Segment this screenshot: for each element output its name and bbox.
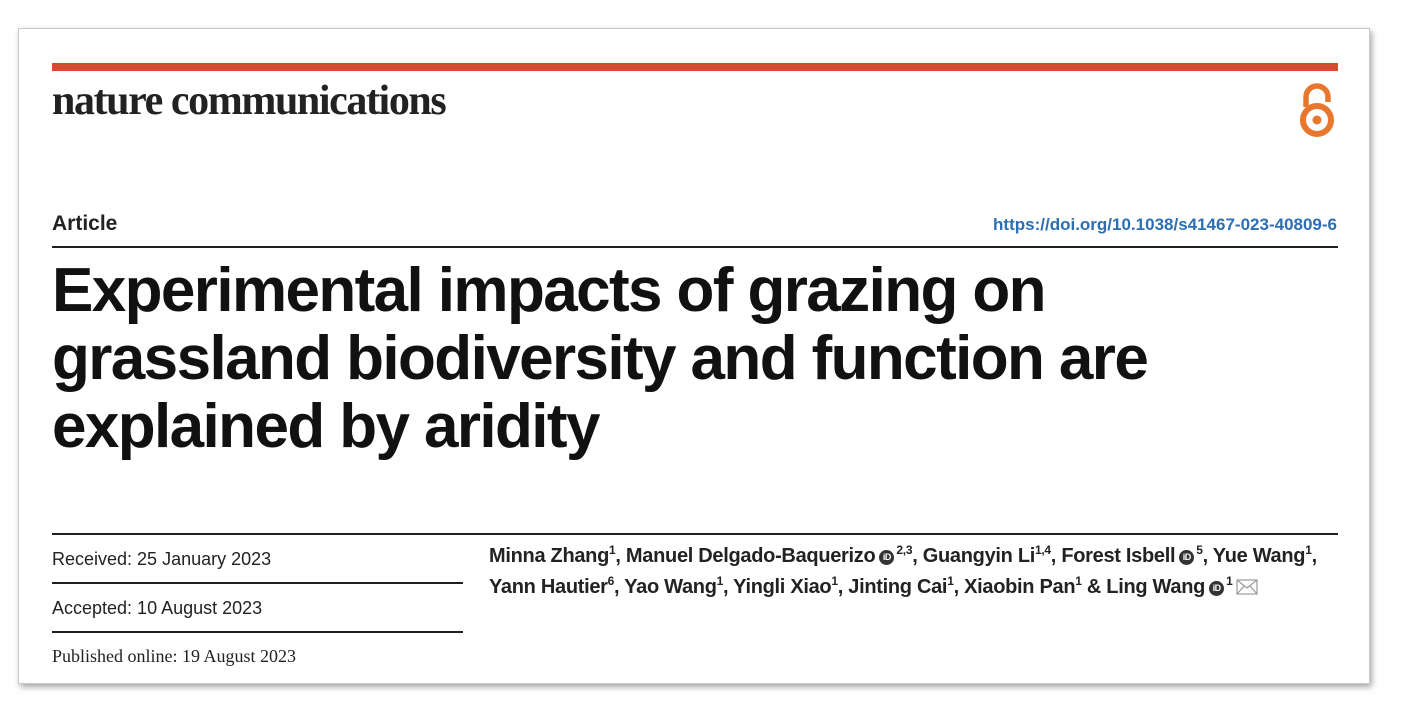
title-line: grassland biodiversity and function are [52, 324, 1149, 393]
author-name[interactable]: Jinting Cai [848, 576, 948, 598]
mail-icon[interactable] [1236, 579, 1259, 595]
author-affiliation: 1 [609, 543, 616, 557]
author-separator: , [953, 576, 965, 598]
author-affiliation: 2,3 [896, 543, 913, 557]
author-separator: , [912, 545, 923, 567]
author-name[interactable]: Ling Wang [1106, 576, 1206, 598]
author-affiliation: 1 [1075, 574, 1082, 588]
author-list: Minna Zhang1, Manuel Delgado-Baquerizo iD… [489, 541, 1339, 603]
orcid-icon[interactable]: iD [1209, 581, 1225, 596]
author-affiliation: 1 [1226, 574, 1233, 588]
author-name[interactable]: Yingli Xiao [733, 576, 832, 598]
author-affiliation: 5 [1196, 543, 1203, 557]
header-divider [52, 246, 1338, 248]
author-name[interactable]: Yann Hautier [489, 576, 608, 598]
article-title: Experimental impacts of grazing on grass… [52, 257, 1312, 461]
author-affiliation: 1 [831, 574, 838, 588]
received-date: Received: 25 January 2023 [52, 535, 463, 584]
title-line: Experimental impacts of grazing on [52, 256, 1047, 325]
author-separator: , [1050, 545, 1062, 567]
journal-name: nature communications [52, 78, 447, 124]
author-name[interactable]: Forest Isbell [1061, 545, 1176, 567]
author-separator: , [1202, 545, 1213, 567]
journal-accent-bar [52, 63, 1338, 71]
author-affiliation: 6 [607, 574, 615, 588]
author-separator: , [615, 545, 626, 567]
orcid-icon[interactable]: iD [1179, 550, 1195, 565]
open-access-icon [1300, 83, 1334, 137]
published-date: Published online: 19 August 2023 [52, 646, 297, 666]
dates-panel: Received: 25 January 2023 Accepted: 10 A… [52, 535, 463, 682]
orcid-icon[interactable]: iD [879, 550, 895, 565]
article-page: nature communications Article https://do… [18, 28, 1370, 684]
author-name[interactable]: Guangyin Li [922, 545, 1036, 567]
author-separator: , [614, 576, 625, 598]
author-affiliation: 1 [947, 574, 954, 588]
doi-link[interactable]: https://doi.org/10.1038/s41467-023-40809… [993, 215, 1337, 234]
article-type: Article [52, 212, 118, 235]
author-name[interactable]: Manuel Delgado-Baquerizo [625, 545, 876, 567]
author-separator: , [723, 576, 734, 598]
title-line: explained by aridity [52, 392, 600, 461]
author-separator: & [1081, 576, 1107, 598]
author-name[interactable]: Xiaobin Pan [964, 576, 1076, 598]
author-separator: , [1311, 545, 1318, 567]
author-name[interactable]: Yue Wang [1212, 545, 1306, 567]
author-name[interactable]: Minna Zhang [489, 545, 610, 567]
author-separator: , [837, 576, 849, 598]
author-affiliation: 1,4 [1035, 543, 1051, 557]
author-affiliation: 1 [1305, 543, 1312, 557]
author-name[interactable]: Yao Wang [624, 576, 717, 598]
title-divider [52, 533, 1338, 535]
author-affiliation: 1 [716, 574, 724, 588]
accepted-date: Accepted: 10 August 2023 [52, 584, 463, 633]
